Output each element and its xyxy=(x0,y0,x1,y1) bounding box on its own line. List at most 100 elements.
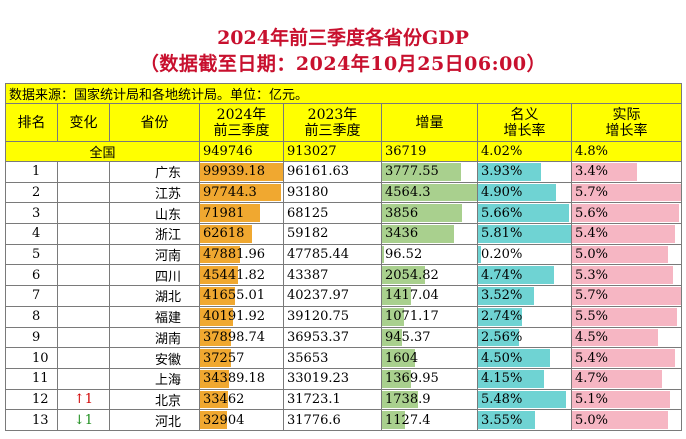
real-growth-cell-value: 5.4% xyxy=(575,350,609,366)
real-growth-cell: 5.1% xyxy=(570,388,683,411)
gdp-2024-cell-value: 62618 xyxy=(203,226,245,242)
increase-cell-value: 1417.04 xyxy=(385,288,439,304)
gdp-2024-cell-bar xyxy=(200,266,238,285)
nominal-growth-cell-value: 0.20% xyxy=(481,247,523,263)
gdp-2024-cell-bar xyxy=(200,307,234,326)
increase-cell-bar xyxy=(382,204,463,223)
increase-cell-value: 1604 xyxy=(385,350,419,366)
nominal-growth-cell-bar xyxy=(478,349,551,367)
real-growth-cell-bar xyxy=(572,307,678,326)
gdp-2023-cell: 68125 xyxy=(283,202,382,225)
nominal-growth-cell-bar xyxy=(478,183,557,202)
page-subtitle: （数据截至日期：2024年10月25日06:00） xyxy=(139,53,547,75)
real-growth-cell: 5.6% xyxy=(570,202,683,225)
increase-cell-value: 1369.95 xyxy=(385,371,439,387)
change-cell: ↓1 xyxy=(57,409,110,431)
increase-cell: 2054.82 xyxy=(381,264,478,287)
gdp-2024-cell-value: 37257 xyxy=(203,350,245,366)
gdp-2023-cell: 31723.1 xyxy=(283,388,382,411)
gdp-2023-cell: 35653 xyxy=(283,347,382,369)
national-nominal-growth: 4.02% xyxy=(477,141,572,162)
header-rank: 排名 xyxy=(5,103,58,142)
nominal-growth-cell: 2.74% xyxy=(477,305,572,328)
gdp-2024-cell-bar xyxy=(200,287,235,305)
nominal-growth-cell-value: 3.55% xyxy=(481,412,523,428)
change-cell xyxy=(57,347,110,369)
gdp-2024-cell-bar xyxy=(200,349,231,367)
gdp-2024-cell-value: 99939.18 xyxy=(203,164,266,180)
nominal-growth-cell-value: 5.81% xyxy=(481,226,523,242)
gdp-2024-cell-value: 34389.18 xyxy=(203,371,266,387)
gdp-2024-cell-value: 33462 xyxy=(203,391,245,407)
real-growth-cell-value: 5.4% xyxy=(575,226,609,242)
gdp-2023-cell: 96161.63 xyxy=(283,161,382,183)
increase-cell-bar xyxy=(382,307,405,326)
real-growth-cell-value: 5.0% xyxy=(575,412,609,428)
province-cell: 北京 xyxy=(109,388,200,411)
nominal-growth-cell: 5.81% xyxy=(477,223,572,245)
change-cell xyxy=(57,285,110,307)
gdp-2023-cell: 40237.97 xyxy=(283,285,382,307)
increase-cell-bar xyxy=(382,245,384,264)
real-growth-cell-bar xyxy=(572,163,638,181)
real-growth-cell: 4.7% xyxy=(570,367,683,390)
gdp-2024-cell-bar xyxy=(200,369,229,388)
increase-cell-bar xyxy=(382,390,419,409)
gdp-2023-cell: 31776.6 xyxy=(283,409,382,431)
province-cell: 上海 xyxy=(109,367,200,390)
national-real-growth: 4.8% xyxy=(570,141,683,162)
nominal-growth-cell-bar xyxy=(478,163,541,181)
nominal-growth-cell: 4.74% xyxy=(477,264,572,287)
gdp-2024-cell-value: 71981 xyxy=(203,205,245,221)
real-growth-cell-bar xyxy=(572,204,680,223)
table-row: 2 江苏 97744.3 93180 4564.3 4.90% 5.7% xyxy=(5,181,683,204)
nominal-growth-cell-value: 5.48% xyxy=(481,391,523,407)
nominal-growth-cell-bar xyxy=(478,287,535,305)
gdp-2024-cell-bar xyxy=(200,204,260,223)
real-growth-cell: 3.4% xyxy=(570,161,683,183)
nominal-growth-cell: 3.55% xyxy=(477,409,572,431)
gdp-2024-cell-bar xyxy=(200,328,232,347)
increase-cell-bar xyxy=(382,328,402,347)
nominal-growth-cell-value: 2.56% xyxy=(481,329,523,345)
increase-cell: 1604 xyxy=(381,347,478,369)
gdp-2024-cell: 99939.18 xyxy=(199,161,284,183)
increase-cell: 1127.4 xyxy=(381,409,478,431)
header-real-growth: 实际 增长率 xyxy=(570,103,683,142)
gdp-2024-cell: 97744.3 xyxy=(199,181,284,204)
gdp-2024-cell-value: 97744.3 xyxy=(203,185,257,201)
table-row: 4 浙江 62618 59182 3436 5.81% 5.4% xyxy=(5,223,683,245)
nominal-growth-cell-value: 5.66% xyxy=(481,205,523,221)
change-cell xyxy=(57,264,110,287)
gdp-2023-cell: 47785.44 xyxy=(283,243,382,266)
change-cell xyxy=(57,161,110,183)
province-cell: 河南 xyxy=(109,243,200,266)
province-cell: 湖北 xyxy=(109,285,200,307)
gdp-2024-cell: 62618 xyxy=(199,223,284,245)
table-row: 13 ↓1 河北 32904 31776.6 1127.4 3.55% 5.0% xyxy=(5,409,683,431)
real-growth-cell-bar xyxy=(572,245,668,264)
province-cell: 四川 xyxy=(109,264,200,287)
increase-cell-bar xyxy=(382,369,411,388)
real-growth-cell-bar xyxy=(572,183,681,202)
nominal-growth-cell: 5.48% xyxy=(477,388,572,411)
nominal-growth-cell: 3.52% xyxy=(477,285,572,307)
real-growth-cell-bar xyxy=(572,287,681,305)
nominal-growth-cell-value: 3.52% xyxy=(481,288,523,304)
real-growth-cell: 5.0% xyxy=(570,409,683,431)
gdp-2023-cell: 33019.23 xyxy=(283,367,382,390)
table-row: 10 安徽 37257 35653 1604 4.50% 5.4% xyxy=(5,347,683,369)
increase-cell-value: 3856 xyxy=(385,205,419,221)
real-growth-cell-value: 3.4% xyxy=(575,164,609,180)
nominal-growth-cell: 5.66% xyxy=(477,202,572,225)
nominal-growth-cell: 4.15% xyxy=(477,367,572,390)
real-growth-cell: 4.5% xyxy=(570,326,683,349)
change-cell xyxy=(57,223,110,245)
rank-cell: 4 xyxy=(5,223,58,245)
increase-cell-bar xyxy=(382,349,416,367)
gdp-2024-cell-bar xyxy=(200,163,283,181)
gdp-2024-cell: 37898.74 xyxy=(199,326,284,349)
national-gdp-2023: 913027 xyxy=(283,141,382,162)
real-growth-cell-bar xyxy=(572,266,674,285)
province-cell: 浙江 xyxy=(109,223,200,245)
